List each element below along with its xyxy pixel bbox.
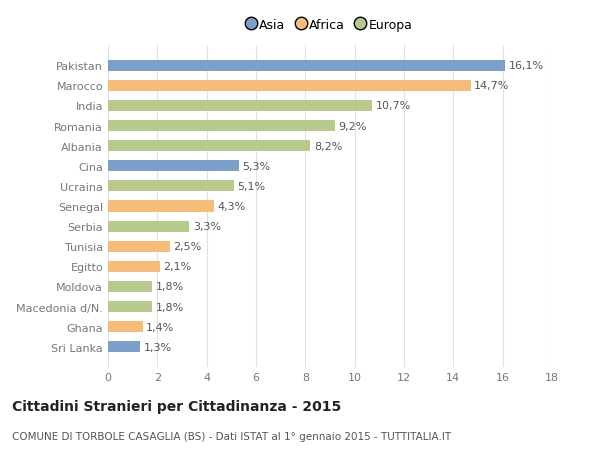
- Bar: [108, 201, 214, 212]
- Text: 5,3%: 5,3%: [242, 162, 271, 171]
- Bar: [108, 281, 152, 292]
- Bar: [108, 261, 160, 272]
- Text: 1,4%: 1,4%: [146, 322, 175, 332]
- Bar: [108, 302, 152, 313]
- Text: 3,3%: 3,3%: [193, 222, 221, 232]
- Text: 1,8%: 1,8%: [156, 302, 184, 312]
- Bar: [108, 61, 505, 72]
- Bar: [108, 141, 310, 152]
- Text: 16,1%: 16,1%: [509, 61, 544, 71]
- Text: 4,3%: 4,3%: [218, 202, 246, 212]
- Bar: [108, 161, 239, 172]
- Text: 1,3%: 1,3%: [144, 342, 172, 352]
- Text: 1,8%: 1,8%: [156, 282, 184, 292]
- Text: 9,2%: 9,2%: [338, 121, 367, 131]
- Bar: [108, 321, 143, 332]
- Bar: [108, 101, 372, 112]
- Text: 10,7%: 10,7%: [376, 101, 411, 111]
- Legend: Asia, Africa, Europa: Asia, Africa, Europa: [242, 14, 418, 37]
- Bar: [108, 341, 140, 353]
- Text: 14,7%: 14,7%: [474, 81, 509, 91]
- Text: COMUNE DI TORBOLE CASAGLIA (BS) - Dati ISTAT al 1° gennaio 2015 - TUTTITALIA.IT: COMUNE DI TORBOLE CASAGLIA (BS) - Dati I…: [12, 431, 451, 442]
- Bar: [108, 241, 170, 252]
- Bar: [108, 221, 190, 232]
- Text: 2,1%: 2,1%: [163, 262, 192, 272]
- Text: 8,2%: 8,2%: [314, 141, 343, 151]
- Text: 5,1%: 5,1%: [238, 181, 266, 191]
- Bar: [108, 181, 234, 192]
- Text: 2,5%: 2,5%: [173, 242, 202, 252]
- Text: Cittadini Stranieri per Cittadinanza - 2015: Cittadini Stranieri per Cittadinanza - 2…: [12, 399, 341, 413]
- Bar: [108, 81, 470, 92]
- Bar: [108, 121, 335, 132]
